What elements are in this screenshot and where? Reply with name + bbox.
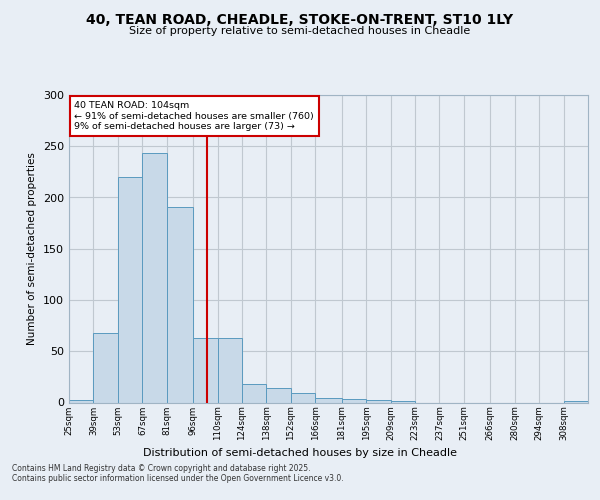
Bar (118, 177, 142, 402)
Text: Size of property relative to semi-detached houses in Cheadle: Size of property relative to semi-detach… (130, 26, 470, 36)
Text: Distribution of semi-detached houses by size in Cheadle: Distribution of semi-detached houses by … (143, 448, 457, 458)
Text: Contains HM Land Registry data © Crown copyright and database right 2025.
Contai: Contains HM Land Registry data © Crown c… (12, 464, 344, 483)
Bar (193, 338, 218, 402)
Bar (167, 206, 193, 402)
Bar (316, 398, 341, 402)
Y-axis label: Number of semi-detached properties: Number of semi-detached properties (28, 152, 37, 345)
Bar (69, 400, 94, 402)
Bar (366, 400, 391, 402)
Bar (341, 400, 366, 402)
Bar (242, 384, 266, 402)
Bar (218, 338, 242, 402)
Text: 40, TEAN ROAD, CHEADLE, STOKE-ON-TRENT, ST10 1LY: 40, TEAN ROAD, CHEADLE, STOKE-ON-TRENT, … (86, 12, 514, 26)
Bar (291, 394, 316, 402)
Bar (266, 388, 291, 402)
Text: 40 TEAN ROAD: 104sqm
← 91% of semi-detached houses are smaller (760)
9% of semi-: 40 TEAN ROAD: 104sqm ← 91% of semi-detac… (74, 101, 314, 131)
Bar (142, 154, 167, 402)
Bar (94, 333, 118, 402)
